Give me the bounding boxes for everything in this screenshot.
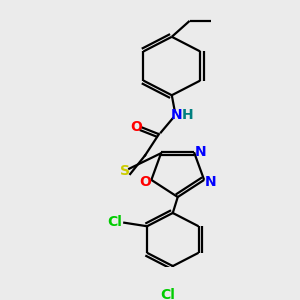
Text: S: S — [120, 164, 130, 178]
Text: O: O — [130, 120, 142, 134]
Text: N: N — [171, 108, 183, 122]
Text: O: O — [140, 175, 152, 189]
Text: H: H — [182, 108, 194, 122]
Text: Cl: Cl — [160, 288, 175, 300]
Text: N: N — [195, 145, 207, 159]
Text: Cl: Cl — [107, 215, 122, 229]
Text: N: N — [205, 175, 217, 189]
